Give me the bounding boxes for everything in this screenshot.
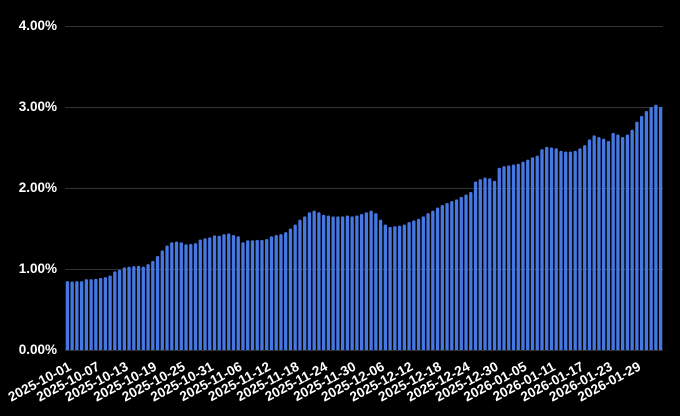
svg-text:3.00%: 3.00%	[19, 99, 57, 114]
svg-text:1.00%: 1.00%	[19, 261, 57, 276]
svg-text:4.00%: 4.00%	[19, 18, 57, 33]
svg-text:0.00%: 0.00%	[19, 342, 57, 357]
svg-text:2.00%: 2.00%	[19, 180, 57, 195]
